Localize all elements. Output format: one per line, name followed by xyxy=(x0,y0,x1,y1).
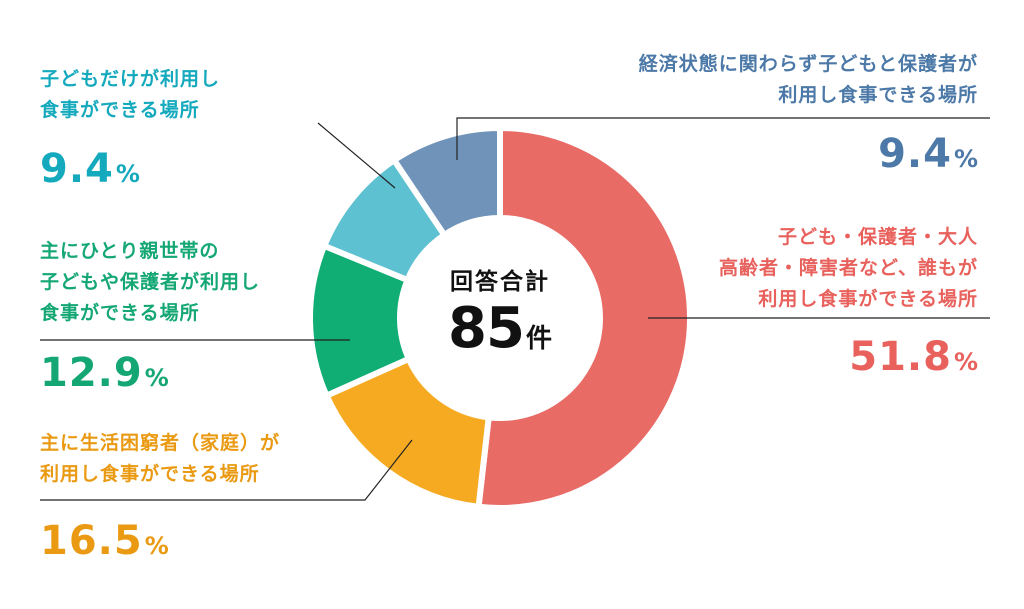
label-line: 子どもや保護者が利用し xyxy=(40,271,261,293)
value-number: 9.4 xyxy=(878,131,952,177)
slice-low-income xyxy=(322,354,493,511)
label-line: 子ども・保護者・大人 xyxy=(777,226,978,248)
percent-symbol: % xyxy=(144,532,169,560)
slice-regardless-economy xyxy=(390,124,503,240)
center-title: 回答合計 xyxy=(450,269,550,295)
value-number: 9.4 xyxy=(40,146,114,192)
value-number: 12.9 xyxy=(40,350,143,396)
slice-everyone xyxy=(475,124,693,511)
center-summary: 回答合計 85件 xyxy=(400,262,600,361)
value-number: 16.5 xyxy=(40,518,143,564)
label-line: 食事ができる場所 xyxy=(40,302,200,324)
slice-label-children-only: 子どもだけが利用し 食事ができる場所 xyxy=(40,64,220,126)
slice-value-everyone: 51.8% xyxy=(849,334,978,380)
label-line: 利用し食事ができる場所 xyxy=(758,288,978,310)
value-number: 51.8 xyxy=(849,334,952,380)
percent-symbol: % xyxy=(144,364,169,392)
label-line: 高齢者・障害者など、誰もが xyxy=(718,257,978,279)
center-unit: 件 xyxy=(525,324,552,354)
percent-symbol: % xyxy=(953,145,978,173)
slice-label-regardless-economy: 経済状態に関わらず子どもと保護者が 利用し食事できる場所 xyxy=(639,49,978,111)
percent-symbol: % xyxy=(953,348,978,376)
slice-value-single-parent: 12.9% xyxy=(40,350,169,396)
slice-value-low-income: 16.5% xyxy=(40,518,169,564)
slice-value-regardless-economy: 9.4% xyxy=(878,131,978,177)
label-line: 子どもだけが利用し xyxy=(40,68,221,90)
percent-symbol: % xyxy=(115,160,140,188)
slice-label-everyone: 子ども・保護者・大人 高齢者・障害者など、誰もが 利用し食事ができる場所 xyxy=(719,222,978,315)
slice-value-children-only: 9.4% xyxy=(40,146,140,192)
slice-label-low-income: 主に生活困窮者（家庭）が 利用し食事ができる場所 xyxy=(40,428,280,490)
label-line: 主にひとり親世帯の xyxy=(40,240,220,262)
label-line: 主に生活困窮者（家庭）が xyxy=(40,432,281,454)
center-total: 85 xyxy=(448,296,525,361)
label-line: 食事ができる場所 xyxy=(40,99,200,121)
leader-low-income xyxy=(40,439,413,501)
label-line: 利用し食事できる場所 xyxy=(778,84,978,106)
leader-children-only xyxy=(317,122,396,189)
slice-label-single-parent: 主にひとり親世帯の 子どもや保護者が利用し 食事ができる場所 xyxy=(40,236,260,329)
label-line: 利用し食事ができる場所 xyxy=(40,463,260,485)
label-line: 経済状態に関わらず子どもと保護者が xyxy=(638,53,978,75)
leader-regardless-economy xyxy=(456,117,990,160)
